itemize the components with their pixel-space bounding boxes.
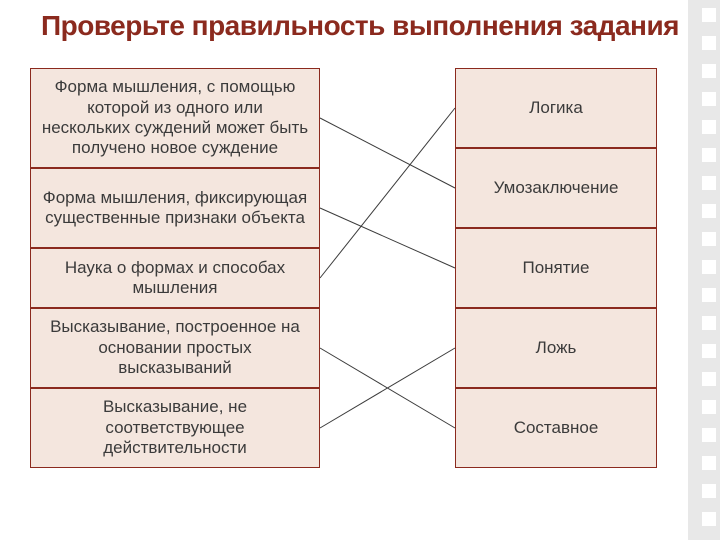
edge <box>320 118 455 188</box>
page-title: Проверьте правильность выполнения задани… <box>0 10 720 42</box>
definition-cell: Высказывание, построенное на основании п… <box>30 308 320 388</box>
definition-cell: Наука о формах и способах мышления <box>30 248 320 308</box>
edge <box>320 208 455 268</box>
edge <box>320 348 455 428</box>
term-cell: Умозаключение <box>455 148 657 228</box>
term-cell: Составное <box>455 388 657 468</box>
edge <box>320 108 455 278</box>
term-cell: Логика <box>455 68 657 148</box>
definition-cell: Форма мышления, фиксирующая существенные… <box>30 168 320 248</box>
term-cell: Ложь <box>455 308 657 388</box>
edge <box>320 348 455 428</box>
decor-right-band <box>688 0 720 540</box>
definition-cell: Форма мышления, с помощью которой из одн… <box>30 68 320 168</box>
slide-root: Проверьте правильность выполнения задани… <box>0 0 720 540</box>
definition-cell: Высказывание, не соответствующее действи… <box>30 388 320 468</box>
term-cell: Понятие <box>455 228 657 308</box>
